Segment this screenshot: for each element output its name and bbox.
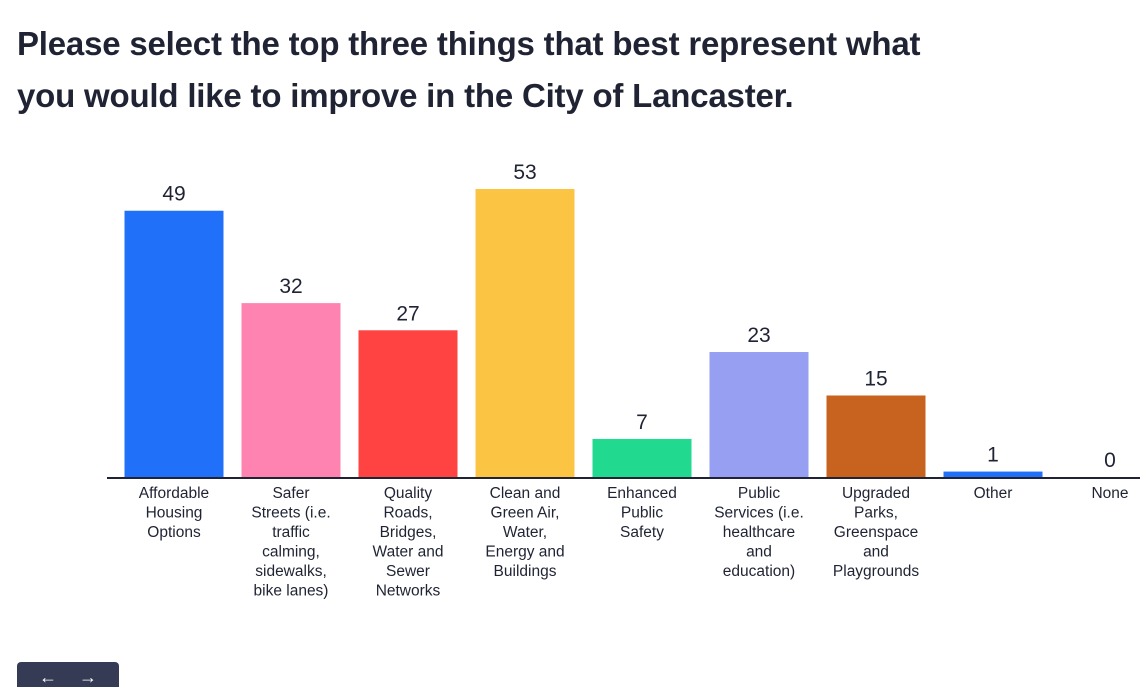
x-tick-label: Energy and [485,544,564,561]
x-tick-label: Buildings [494,563,557,580]
x-tick-label: Other [974,485,1013,502]
x-tick-label: Greenspace [834,524,918,541]
chart-title: Please select the top three things that … [17,18,1132,122]
x-tick-label: calming, [262,544,320,561]
bar-chart: 49 Affordable Housing Options 32 Safer Streets… [107,161,1140,600]
x-tick-label: Enhanced [607,485,677,502]
data-label: 15 [864,367,887,390]
data-label: 27 [396,302,419,325]
x-tick-label: education) [723,563,795,580]
x-tick-label: Roads, [383,505,432,522]
bar [592,438,692,477]
x-tick-label: Bridges, [380,524,437,541]
bar [709,352,809,477]
x-tick-label: Clean and [490,485,561,502]
x-tick-label: Green Air, [491,505,560,522]
title-line-2: you would like to improve in the City of… [17,77,794,114]
x-tick-label: Safety [620,524,664,541]
data-label: 7 [636,411,648,434]
x-tick-label: traffic [272,524,310,541]
data-label: 49 [162,183,185,206]
x-tick-label: and [746,544,772,561]
x-tick-label: Public [738,485,780,502]
data-label: 23 [747,324,770,347]
x-tick-label: Water and [373,544,444,561]
x-tick-label: Sewer [386,563,430,580]
bar [358,330,458,477]
x-tick-label: None [1091,485,1128,502]
x-tick-label: bike lanes) [254,583,329,600]
x-tick-label: Quality [384,485,432,502]
x-tick-label: Playgrounds [833,563,919,580]
x-tick-label: Water, [503,524,547,541]
arrow-left-icon[interactable]: ← [39,667,57,687]
x-tick-label: Parks, [854,505,898,522]
bar [943,471,1043,477]
x-tick-label: sidewalks, [255,563,327,580]
x-tick-label: Housing [146,505,203,522]
bar [826,395,926,477]
x-tick-label: Streets (i.e. [251,505,330,522]
x-tick-label: Options [147,524,201,541]
x-tick-label: Safer [272,485,309,502]
x-tick-label: healthcare [723,524,795,541]
x-tick-label: Public [621,505,663,522]
arrow-right-icon[interactable]: → [79,667,97,687]
x-tick-label: Upgraded [842,485,910,502]
x-tick-label: Services (i.e. [714,505,804,522]
bar [241,303,341,477]
data-label: 53 [513,161,536,184]
bar [475,189,575,477]
navigation-buttons: ← → [17,662,119,687]
x-tick-label: Affordable [139,485,209,502]
x-tick-label: Networks [376,583,441,600]
data-label: 32 [279,275,302,298]
x-tick-label: and [863,544,889,561]
data-label: 1 [987,444,999,467]
title-line-1: Please select the top three things that … [17,25,921,62]
data-label: 0 [1104,449,1116,472]
bar [124,210,224,478]
